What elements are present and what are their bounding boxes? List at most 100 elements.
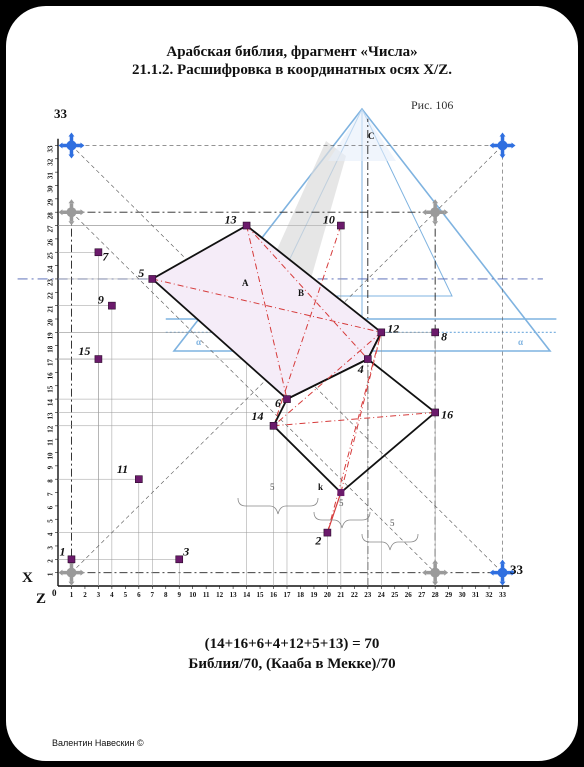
x-tick-label: 17 <box>283 591 291 599</box>
brace-2 <box>313 511 371 529</box>
figure-label: Рис. 106 <box>411 98 454 112</box>
z-tick-label: 9 <box>47 465 55 469</box>
brace-1 <box>237 497 319 515</box>
brace-3-label: 5 <box>390 518 395 528</box>
polygon-lower <box>272 357 437 494</box>
z-tick-label: 21 <box>47 305 55 313</box>
red-arrow <box>326 492 342 533</box>
x-tick-label: 30 <box>459 591 467 599</box>
x-tick-label: 26 <box>405 591 413 599</box>
marker-top-left-cross <box>62 136 81 155</box>
red-line <box>273 225 342 426</box>
x-tick-label: 21 <box>337 591 345 599</box>
marker-bottom-right <box>489 559 516 586</box>
alpha-right: α <box>518 337 523 347</box>
point-6 <box>283 395 291 403</box>
edge-12-4 <box>367 331 383 360</box>
point-1 <box>67 555 76 564</box>
x-tick-label: 12 <box>216 591 224 599</box>
red-line <box>273 331 382 427</box>
z-tick-label: 14 <box>47 399 55 407</box>
point-label-1: 1 <box>59 544 65 558</box>
x-tick-label: 20 <box>324 591 332 599</box>
corner-label-top: 33 <box>54 106 68 121</box>
marker-gray-bottom-left-cross <box>62 563 81 582</box>
z-tick-label: 15 <box>47 385 55 393</box>
z-tick-label: 33 <box>47 145 55 153</box>
x-tick-label: 31 <box>472 591 480 599</box>
point-label-4: 4 <box>357 362 364 376</box>
x-tick-label: 23 <box>364 591 372 599</box>
point-label-3: 3 <box>182 544 189 558</box>
point-7 <box>94 248 103 257</box>
x-tick-label: 32 <box>486 591 494 599</box>
x-tick-label: 33 <box>499 591 507 599</box>
x-tick-label: 14 <box>243 591 251 599</box>
point-10 <box>337 221 345 230</box>
z-tick-label: 22 <box>47 292 55 300</box>
z-tick-label: 29 <box>47 198 55 206</box>
point-label-15: 15 <box>78 344 90 358</box>
point-12 <box>377 328 386 337</box>
x-tick-label: 15 <box>257 591 265 599</box>
marker-top-right <box>489 132 516 159</box>
z-axis-label: Z <box>36 591 46 607</box>
label-c: C <box>368 131 375 141</box>
marker-gray-bottom-left <box>58 559 85 586</box>
x-tick-label: 25 <box>391 591 399 599</box>
page-subtitle: 21.1.2. Расшифровка в координатных осях … <box>132 62 452 78</box>
z-tick-label: 8 <box>47 479 55 483</box>
point-3 <box>175 555 184 564</box>
point-label-10: 10 <box>323 213 335 227</box>
x-tick-label: 4 <box>110 591 114 599</box>
z-tick-label: 18 <box>47 345 55 353</box>
red-line <box>273 411 436 427</box>
point-k <box>337 489 345 497</box>
point-16 <box>431 408 439 417</box>
point-label-7: 7 <box>102 249 109 263</box>
point-2 <box>323 528 332 537</box>
point-13 <box>242 221 251 230</box>
z-tick-label: 30 <box>47 185 55 193</box>
x-tick-label: 10 <box>189 591 197 599</box>
point-label-14: 14 <box>252 409 264 423</box>
z-tick-label: 13 <box>47 412 55 420</box>
z-tick-label: 26 <box>47 238 55 246</box>
z-tick-label: 2 <box>47 559 55 563</box>
origin-label: 0 <box>52 588 57 598</box>
z-tick-label: 28 <box>47 212 55 220</box>
pyramid-top <box>328 109 396 161</box>
marker-gray-top-right-cross <box>426 203 445 222</box>
point-label-11: 11 <box>117 462 128 476</box>
z-tick-label: 17 <box>47 359 55 367</box>
marker-top-right-cross <box>493 136 512 155</box>
corner-label-right: 33 <box>510 562 524 577</box>
x-tick-label: 8 <box>164 591 168 599</box>
z-tick-label: 11 <box>47 439 55 446</box>
label-k: k <box>318 482 323 492</box>
marker-gray-bottom-right <box>422 559 449 586</box>
point-14 <box>269 421 278 430</box>
z-tick-label: 24 <box>47 265 55 273</box>
x-tick-label: 22 <box>351 591 359 599</box>
z-tick-label: 7 <box>47 492 55 496</box>
point-9 <box>108 301 116 310</box>
red-line <box>246 225 369 360</box>
alpha-left: α <box>196 337 201 347</box>
marker-gray-top-left <box>58 199 85 226</box>
red-line <box>326 332 382 533</box>
z-tick-label: 12 <box>47 425 55 433</box>
brace-2-label: 5 <box>339 498 344 508</box>
z-tick-label: 6 <box>47 505 55 509</box>
point-label-8: 8 <box>441 329 447 343</box>
marker-gray-top-right <box>422 199 449 226</box>
formula-subtitle: Библия/70, (Кааба в Мекке)/70 <box>188 656 396 672</box>
z-tick-label: 4 <box>47 532 55 536</box>
point-label-13: 13 <box>225 213 237 227</box>
marker-gray-bottom-right-cross <box>426 563 445 582</box>
label-b: B <box>298 288 304 298</box>
point-label-9: 9 <box>98 293 104 307</box>
x-tick-label: 16 <box>270 591 278 599</box>
brace-3 <box>361 533 419 551</box>
